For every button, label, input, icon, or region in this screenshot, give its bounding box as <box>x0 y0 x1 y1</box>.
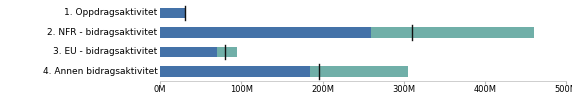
Bar <box>160 46 217 57</box>
Bar <box>160 27 371 38</box>
Bar <box>160 7 186 18</box>
Bar <box>160 66 408 77</box>
Bar <box>160 27 534 38</box>
Bar <box>160 46 237 57</box>
Bar <box>160 7 185 18</box>
Bar <box>160 66 311 77</box>
